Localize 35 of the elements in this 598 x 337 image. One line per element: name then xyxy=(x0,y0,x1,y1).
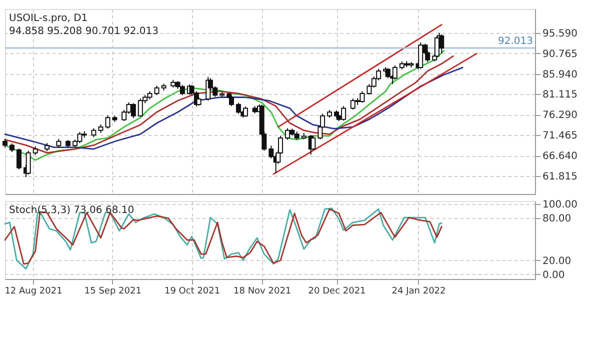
candlestick xyxy=(154,85,160,96)
candlestick xyxy=(105,115,110,130)
candlestick xyxy=(26,150,31,175)
text: 94.858 95.208 90.701 92.013 xyxy=(9,26,158,37)
y-tick-label: 76.290 xyxy=(542,110,578,122)
chart-title: Stoch(5,3,3) 73.06 68.10 xyxy=(9,205,134,216)
y-tick-label: 0.00 xyxy=(542,270,565,281)
candlestick xyxy=(285,128,290,140)
candlestick xyxy=(350,98,356,110)
candlestick xyxy=(392,64,398,80)
candlestick xyxy=(310,135,316,151)
x-tick-label: 18 Nov 2021 xyxy=(234,286,292,296)
y-tick-label: 61.815 xyxy=(542,172,578,183)
candlestick xyxy=(268,145,274,159)
y-tick-label: 80.00 xyxy=(542,214,572,225)
candlestick xyxy=(228,95,234,107)
x-tick-label: 19 Oct 2021 xyxy=(164,286,220,296)
ref-line-label: 92.013 xyxy=(498,36,533,47)
y-tick-label: 81.115 xyxy=(542,90,578,101)
candlestick xyxy=(180,84,185,96)
x-tick-label: 15 Sep 2021 xyxy=(84,286,142,296)
y-tick-label: 90.765 xyxy=(542,48,578,60)
y-tick-label: 71.465 xyxy=(542,130,578,142)
line-series xyxy=(4,66,464,150)
y-tick-label: 85.940 xyxy=(542,69,578,80)
chart-title: USOIL-s.pro, D1 xyxy=(9,13,88,24)
y-tick-label: 20.00 xyxy=(542,256,572,267)
y-tick-label: 66.640 xyxy=(542,151,578,162)
x-tick-label: 20 Dec 2021 xyxy=(308,286,366,296)
candlestick xyxy=(236,102,241,114)
y-tick-label: 95.590 xyxy=(542,28,578,40)
x-tick-label: 12 Aug 2021 xyxy=(4,286,62,296)
x-tick-label: 24 Jan 2022 xyxy=(392,286,446,296)
y-tick-label: 100.00 xyxy=(542,200,578,211)
candlestick xyxy=(16,148,22,170)
